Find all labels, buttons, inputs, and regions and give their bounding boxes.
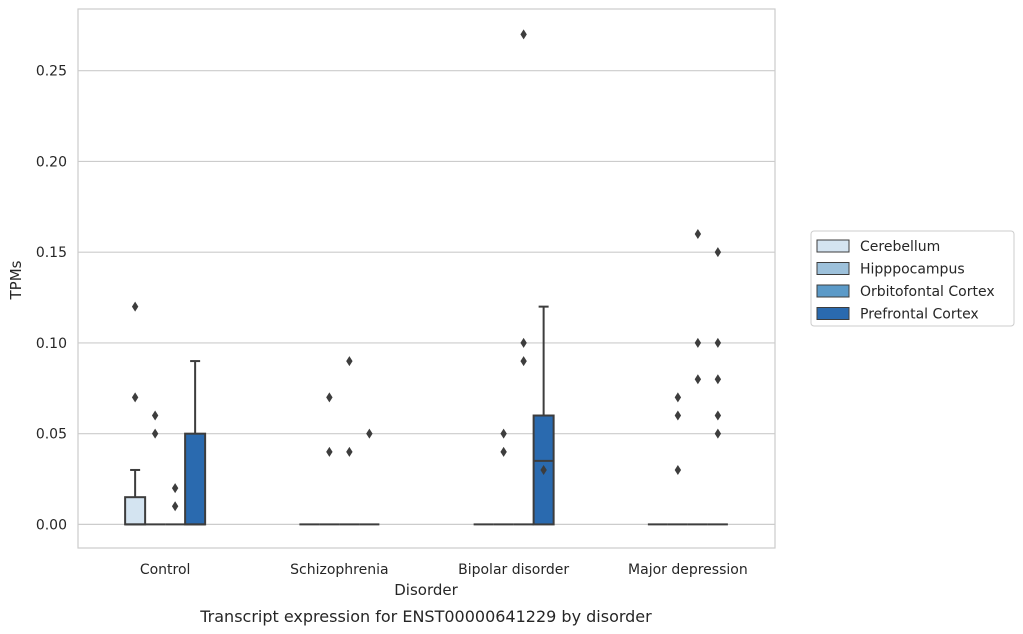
outlier-point: [326, 392, 333, 403]
legend-swatch: [816, 307, 850, 320]
outlier-point: [714, 337, 722, 348]
outlier-point: [326, 446, 333, 457]
outlier-point: [674, 464, 682, 475]
outlier-point: [540, 464, 547, 475]
y-tick-label: 0.05: [36, 427, 67, 443]
legend: Cerebellum Hipppocampus Orbitofontal Corte…: [810, 230, 1015, 327]
legend-label: Prefrontal Cortex: [860, 307, 979, 323]
legend-swatch: [816, 262, 850, 275]
outlier-point: [171, 501, 179, 512]
box-rect: [184, 432, 207, 526]
x-axis-ticks: Control Schizophrenia Bipolar disorder Majo…: [140, 562, 748, 578]
x-tick-label: Control: [140, 562, 191, 578]
box-rect: [124, 496, 147, 526]
legend-swatch: [816, 284, 850, 298]
outlier-point: [500, 446, 507, 457]
outlier-point: [714, 410, 722, 421]
outlier-point: [366, 428, 373, 439]
outlier-point: [694, 337, 702, 348]
legend-frame: [810, 230, 1015, 327]
y-tick-label: 0.00: [36, 517, 67, 533]
legend-swatch: [816, 239, 850, 253]
outlier-point: [674, 392, 682, 403]
legend-label: Cerebellum: [860, 239, 940, 255]
series-orbitofontal-cortex: [165, 29, 708, 526]
outlier-point: [694, 229, 702, 240]
legend-label: Hipppocampus: [860, 262, 965, 278]
y-tick-label: 0.20: [36, 154, 67, 170]
outlier-point: [520, 356, 527, 367]
outlier-point: [151, 410, 159, 421]
y-axis-label: TPMs: [7, 260, 25, 300]
outlier-point: [151, 428, 159, 439]
outlier-point: [346, 356, 353, 367]
chart-caption: Transcript expression for ENST0000064122…: [199, 607, 652, 626]
x-tick-label: Bipolar disorder: [458, 562, 569, 578]
outlier-point: [714, 374, 722, 385]
y-tick-label: 0.10: [36, 336, 67, 352]
x-axis-label: Disorder: [394, 581, 458, 599]
outlier-point: [714, 247, 722, 258]
legend-label: Orbitofontal Cortex: [860, 284, 995, 300]
outlier-point: [131, 392, 139, 403]
y-tick-label: 0.25: [36, 64, 67, 80]
outlier-point: [520, 337, 527, 348]
outlier-point: [131, 301, 139, 312]
series-hipppocampus: [145, 392, 688, 526]
outlier-point: [674, 410, 682, 421]
series-cerebellum: [124, 301, 668, 526]
x-tick-label: Major depression: [628, 562, 748, 578]
outlier-point: [714, 428, 722, 439]
outlier-point: [694, 374, 702, 385]
outlier-point: [171, 483, 179, 494]
outlier-point: [346, 446, 353, 457]
outlier-point: [500, 428, 507, 439]
x-tick-label: Schizophrenia: [290, 562, 388, 578]
y-axis-ticks: 0.00 0.05 0.10 0.15 0.20 0.25: [36, 64, 67, 534]
series-prefrontal-cortex: [184, 247, 728, 526]
plot-frame: [77, 8, 776, 549]
y-tick-label: 0.15: [36, 245, 67, 261]
box-series: [124, 29, 728, 526]
outlier-point: [520, 29, 527, 40]
